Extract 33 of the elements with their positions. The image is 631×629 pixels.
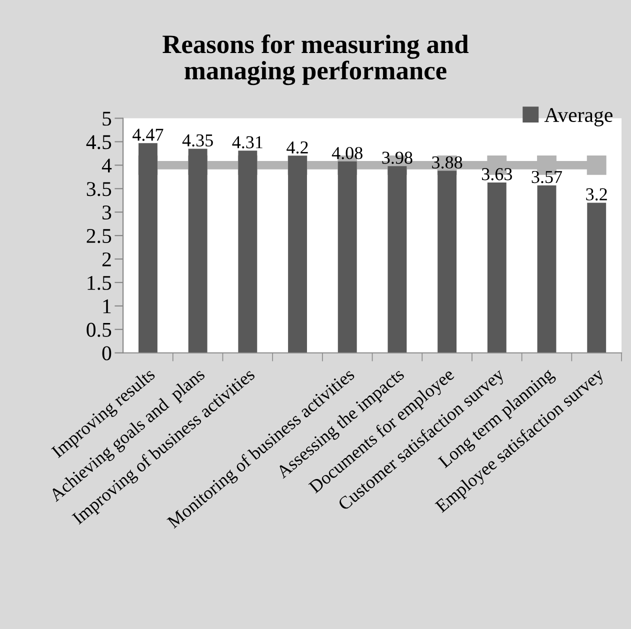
data-label: 3.98: [382, 152, 412, 164]
bar: [338, 161, 357, 353]
data-label: 3.88: [432, 156, 462, 169]
bar: [288, 156, 307, 353]
data-label: 3.2: [586, 188, 607, 201]
data-label: 3.63: [482, 168, 512, 180]
bar: [388, 166, 407, 353]
data-label: 3.57: [532, 170, 562, 184]
bar: [537, 185, 556, 353]
y-tick-label: 0.5: [86, 322, 112, 337]
bar: [587, 202, 606, 353]
bar: [438, 170, 457, 353]
y-tick-label: 3.5: [86, 182, 112, 196]
bar: [487, 182, 506, 353]
data-label: 4.47: [132, 128, 164, 141]
bar: [138, 143, 158, 353]
y-tick-label: 4.5: [86, 135, 112, 150]
y-tick-label: 0: [102, 346, 112, 360]
data-label: 4.31: [232, 136, 262, 148]
y-tick-label: 2: [102, 252, 111, 266]
legend-label: Average: [544, 108, 612, 126]
bar: [188, 148, 208, 353]
y-tick-label: 5: [102, 112, 112, 126]
data-label: 4.08: [332, 146, 362, 160]
bar: [238, 150, 258, 353]
y-tick-label: 3: [102, 206, 112, 220]
chart-title: Reasons for measuring and managing performance: [162, 34, 469, 86]
y-tick-label: 1.5: [88, 276, 112, 290]
y-tick-label: 1: [103, 299, 111, 314]
data-label: 4.2: [286, 141, 308, 154]
data-label: 4.35: [182, 134, 213, 147]
y-tick-label: 2.5: [86, 228, 112, 244]
y-tick-label: 4: [102, 158, 112, 172]
